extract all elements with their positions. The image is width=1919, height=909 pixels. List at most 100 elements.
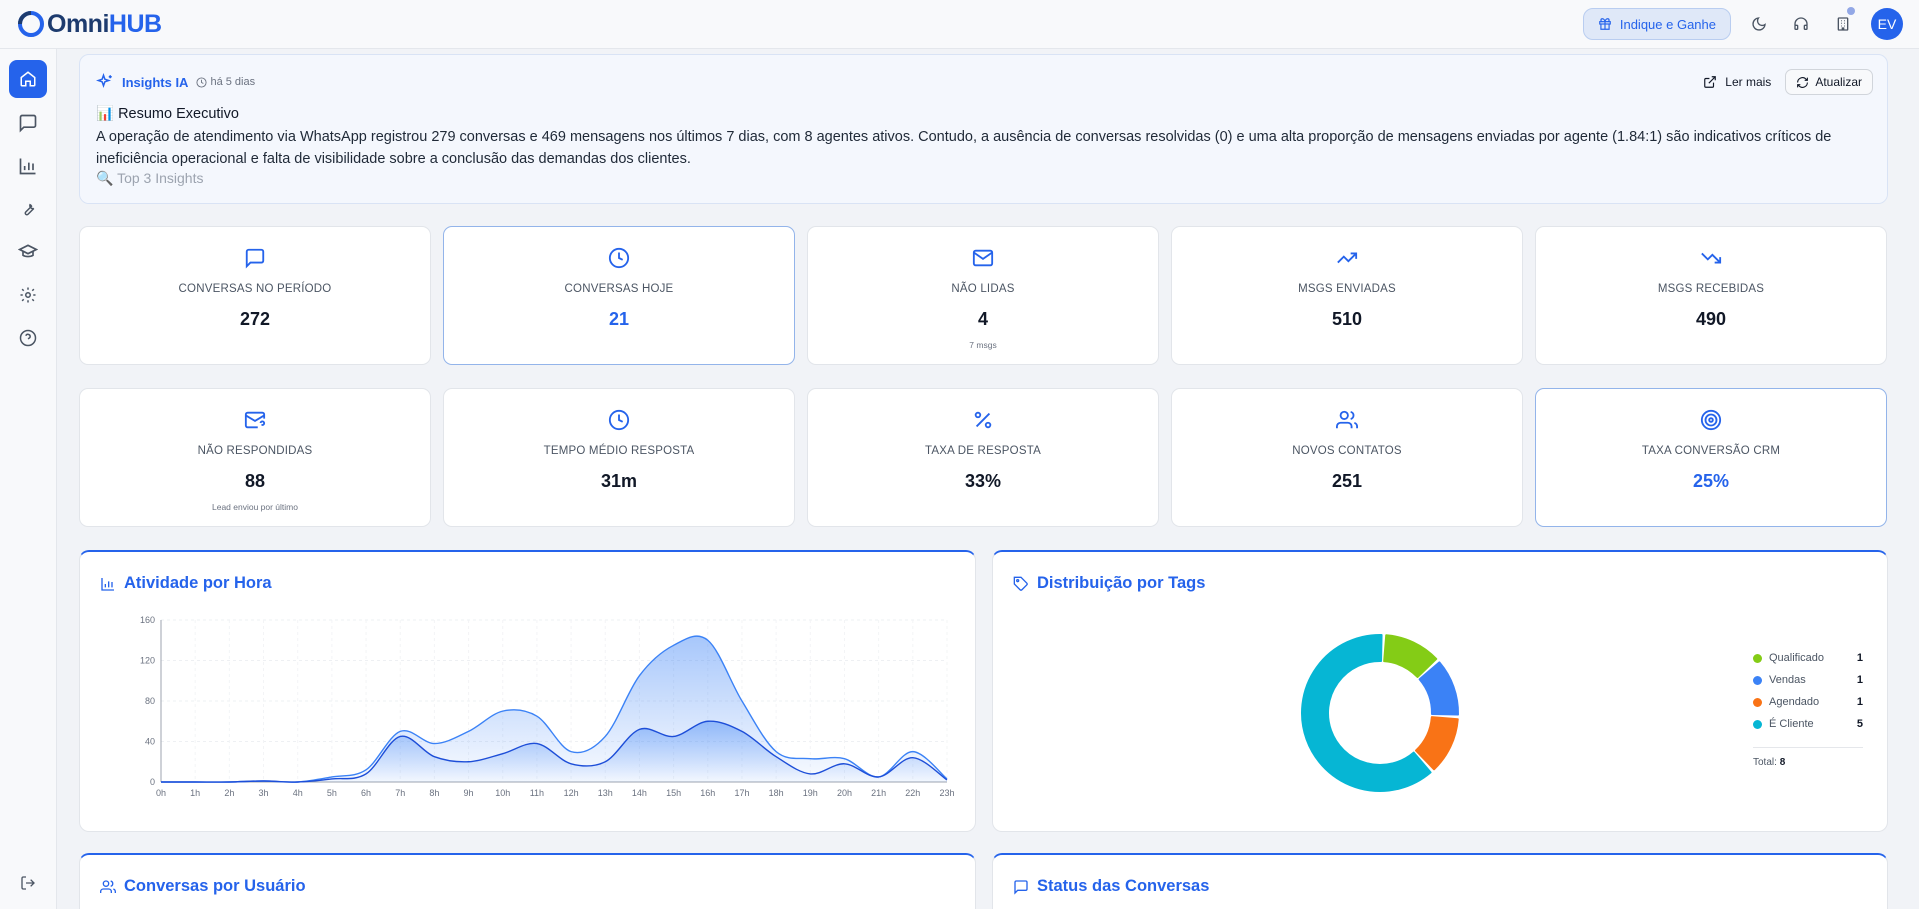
stat-label: TAXA CONVERSÃO CRM	[1641, 445, 1781, 457]
sidebar-item-settings[interactable]	[9, 276, 47, 314]
users-icon	[1336, 410, 1358, 429]
stat-label: NOVOS CONTATOS	[1292, 445, 1402, 457]
legend-label: Vendas	[1769, 674, 1806, 686]
stat-card-unanswered[interactable]: NÃO RESPONDIDAS 88 Lead enviou por últim…	[79, 388, 431, 527]
x-tick-label: 10h	[495, 788, 510, 798]
stat-card-avg-response-time[interactable]: TEMPO MÉDIO RESPOSTA 31m	[443, 388, 795, 527]
by-user-title: Conversas por Usuário	[124, 877, 306, 895]
sidebar-item-reports[interactable]	[9, 147, 47, 185]
legend-value: 1	[1856, 652, 1863, 664]
x-tick-label: 1h	[190, 788, 200, 798]
y-tick-label: 80	[145, 696, 155, 706]
series-area-1	[161, 721, 947, 783]
legend-dot	[1753, 653, 1762, 663]
x-tick-label: 6h	[361, 788, 371, 798]
legend-total: Total: 8	[1753, 747, 1863, 768]
stat-card-sent[interactable]: MSGS ENVIADAS 510	[1171, 226, 1523, 365]
x-tick-label: 21h	[871, 788, 886, 798]
stat-value: 510	[1331, 309, 1363, 329]
x-tick-label: 23h	[939, 788, 954, 798]
tags-title: Distribuição por Tags	[1037, 574, 1206, 592]
series-line-1	[161, 720, 948, 783]
activity-chart: 0 40 80 120 160 0h 1h 2h 3h 4h 5h 6h 7h 8h 9h 10h 11h 12h…	[140, 615, 955, 798]
sidebar-item-help[interactable]	[9, 319, 47, 357]
help-circle-icon	[19, 329, 37, 347]
x-tick-label: 5h	[327, 788, 337, 798]
legend-value: 1	[1856, 674, 1863, 686]
stat-value: 490	[1695, 309, 1727, 329]
x-tick-label: 9h	[464, 788, 474, 798]
conversations-by-user-panel: Conversas por Usuário	[79, 853, 976, 909]
stat-card-conversations-today[interactable]: CONVERSAS HOJE 21	[443, 226, 795, 365]
y-tick-label: 40	[145, 737, 155, 747]
x-tick-label: 4h	[293, 788, 303, 798]
stat-card-new-contacts[interactable]: NOVOS CONTATOS 251	[1171, 388, 1523, 527]
stat-subtext: Lead enviou por último	[211, 502, 298, 512]
gift-icon	[1599, 18, 1611, 30]
legend-item: É Cliente 5	[1753, 713, 1863, 735]
logout-icon	[21, 876, 35, 890]
x-tick-label: 0h	[156, 788, 166, 798]
logo-text-hub: HUB	[108, 9, 162, 38]
legend-total-value: 8	[1779, 757, 1786, 768]
x-tick-label: 18h	[769, 788, 784, 798]
y-tick-label: 0	[150, 777, 155, 787]
legend-label: É Cliente	[1769, 718, 1814, 730]
sidebar-item-home[interactable]	[9, 60, 47, 98]
x-tick-label: 20h	[837, 788, 852, 798]
insights-time: há 5 dias	[196, 76, 255, 88]
stat-label: MSGS RECEBIDAS	[1657, 283, 1765, 295]
insights-body: A operação de atendimento via WhatsApp r…	[96, 129, 1832, 167]
legend-label: Qualificado	[1769, 652, 1825, 664]
stat-card-response-rate[interactable]: TAXA DE RESPOSTA 33%	[807, 388, 1159, 527]
headset-icon	[1794, 17, 1808, 30]
donut-slice-qualificado	[1383, 634, 1438, 678]
tags-donut-chart	[1301, 634, 1459, 792]
notification-dot	[1847, 7, 1855, 15]
top-bar: OmniHUB Indique e Ganhe EV	[0, 0, 1919, 49]
external-link-icon	[1704, 76, 1717, 88]
wrench-icon	[24, 203, 35, 216]
stat-value: 33%	[964, 471, 1002, 491]
stat-card-conversations-period[interactable]: CONVERSAS NO PERÍODO 272	[79, 226, 431, 365]
stat-value: 272	[239, 309, 271, 329]
legend-label: Agendado	[1769, 696, 1820, 708]
insights-panel: Insights IA há 5 dias Ler mais Atualizar…	[79, 54, 1888, 204]
graduation-cap-icon	[18, 244, 38, 258]
sidebar-item-logout[interactable]	[9, 864, 47, 902]
moon-icon	[1752, 17, 1766, 31]
refer-button[interactable]: Indique e Ganhe	[1582, 8, 1731, 40]
user-avatar[interactable]: EV	[1871, 8, 1903, 40]
stat-card-crm-conversion[interactable]: TAXA CONVERSÃO CRM 25%	[1535, 388, 1887, 527]
stat-value: 251	[1331, 471, 1363, 491]
read-more-link[interactable]: Ler mais	[1703, 75, 1771, 89]
stat-label: NÃO LIDAS	[951, 283, 1015, 295]
sidebar-item-academy[interactable]	[9, 233, 47, 271]
support-button[interactable]	[1787, 10, 1815, 38]
sidebar-item-conversations[interactable]	[9, 104, 47, 142]
legend-item: Agendado 1	[1753, 691, 1863, 713]
mail-question-icon	[244, 411, 266, 430]
message-square-icon	[245, 248, 265, 269]
tags-legend: Qualificado 1 Vendas 1 Agendado 1 É Cliente…	[1753, 647, 1863, 768]
stat-card-unread[interactable]: NÃO LIDAS 4 7 msgs	[807, 226, 1159, 365]
home-icon	[20, 71, 36, 87]
stat-label: TAXA DE RESPOSTA	[925, 445, 1041, 457]
x-tick-label: 11h	[530, 788, 544, 798]
x-tick-label: 16h	[700, 788, 715, 798]
stat-label: MSGS ENVIADAS	[1298, 283, 1396, 295]
bar-chart-icon	[19, 158, 36, 175]
stat-card-received[interactable]: MSGS RECEBIDAS 490	[1535, 226, 1887, 365]
app-logo[interactable]: OmniHUB	[16, 9, 162, 39]
theme-toggle-button[interactable]	[1745, 10, 1773, 38]
x-tick-label: 19h	[803, 788, 818, 798]
logo-text-omni: Omni	[47, 9, 109, 38]
message-square-icon	[19, 114, 37, 133]
sidebar-item-tools[interactable]	[9, 190, 47, 228]
refresh-button[interactable]: Atualizar	[1785, 69, 1873, 95]
x-tick-label: 22h	[905, 788, 920, 798]
company-button[interactable]	[1829, 7, 1857, 38]
refresh-icon	[1797, 76, 1809, 88]
stat-label: CONVERSAS NO PERÍODO	[178, 283, 332, 295]
insights-title: Insights IA	[122, 74, 189, 90]
